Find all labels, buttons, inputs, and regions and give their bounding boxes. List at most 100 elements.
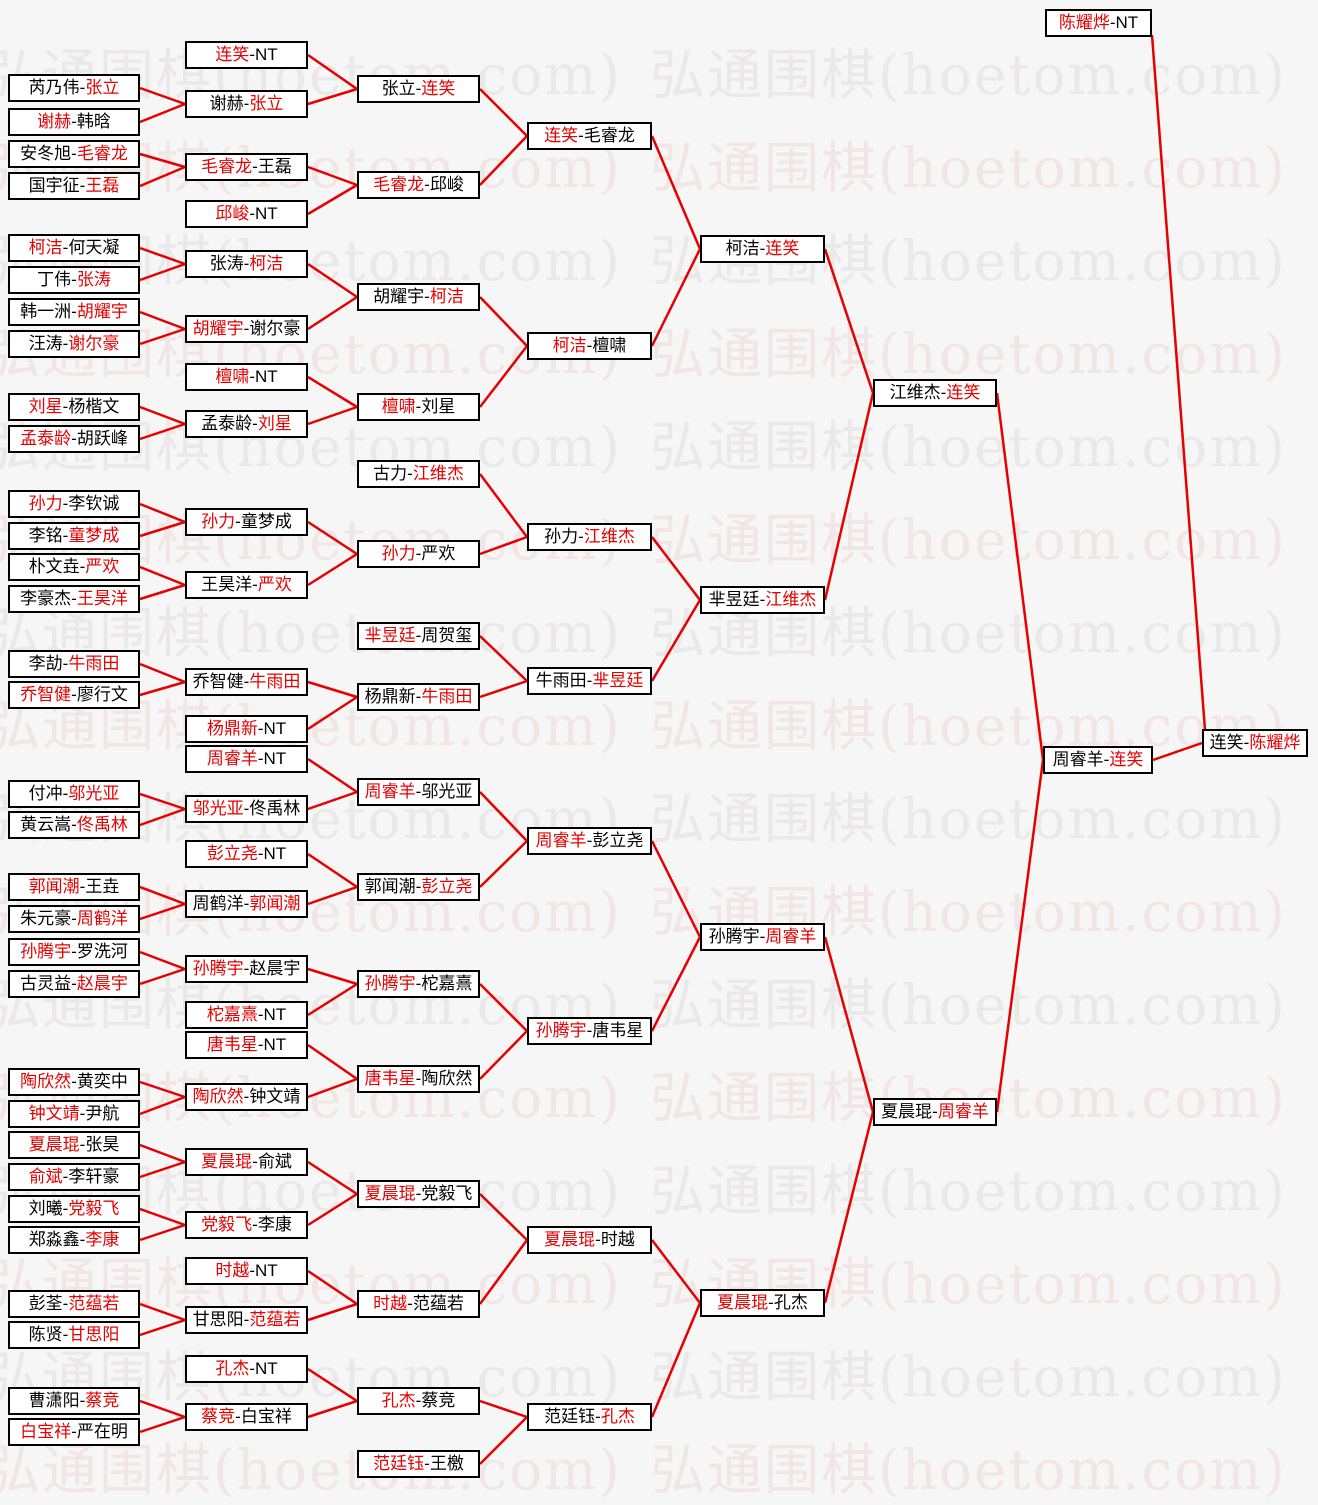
match-box-b13: 周睿羊 - NT (185, 745, 308, 773)
connector-line-b14-c9 (307, 790, 358, 811)
match-box-f2: 夏晨琨 - 周睿羊 (873, 1098, 997, 1126)
dash-separator: - (586, 831, 593, 850)
connector-line-a3-b3 (139, 152, 186, 169)
dash-separator: - (249, 367, 255, 386)
player-left-name: 国宇征 (28, 176, 80, 195)
connector-line-g1-i1 (1152, 741, 1203, 762)
match-box-i1: 连笑 - 陈耀烨 (1202, 729, 1308, 757)
player-right-name: 钟文靖 (249, 1087, 301, 1106)
player-right-name: 刘星 (257, 414, 292, 433)
player-right-name: 俞斌 (257, 1152, 292, 1171)
match-box-b6: 胡耀宇 - 谢尔豪 (185, 315, 308, 343)
player-right-name: NT (263, 719, 287, 738)
dash-separator: - (71, 270, 77, 289)
match-box-b20: 陶欣然 - 钟文靖 (185, 1083, 308, 1111)
match-box-a8: 汪涛 - 谢尔豪 (8, 330, 140, 358)
match-box-c4: 檀啸 - 刘星 (357, 393, 480, 421)
player-right-name: 柯洁 (429, 287, 464, 306)
player-left-name: 夏晨琨 (717, 1293, 769, 1312)
dash-separator: - (243, 959, 250, 978)
player-right-name: 张昊 (85, 1135, 120, 1154)
dash-separator: - (79, 1104, 86, 1123)
dash-separator: - (586, 1021, 593, 1040)
player-right-name: 孔杰 (773, 1293, 808, 1312)
dash-separator: - (415, 1391, 422, 1410)
connector-line-d7-e4 (651, 1239, 701, 1304)
dash-separator: - (415, 782, 422, 801)
match-box-a6: 丁伟 - 张涛 (8, 266, 140, 294)
match-box-a22: 古灵益 - 赵晨宇 (8, 970, 140, 998)
match-box-b17: 孙腾宇 - 赵晨宇 (185, 955, 308, 983)
connector-line-b5-c3 (307, 262, 358, 299)
connector-line-a31-b26 (139, 1399, 186, 1419)
match-box-c14: 时越 - 范蕴若 (357, 1290, 480, 1318)
connector-line-a28-b22 (139, 1223, 186, 1242)
match-box-b5: 张涛 - 柯洁 (185, 250, 308, 278)
dash-separator: - (71, 302, 77, 321)
match-box-a29: 彭荃 - 范蕴若 (8, 1290, 140, 1318)
player-left-name: 连笑 (215, 45, 250, 64)
player-left-name: 蔡竞 (201, 1407, 236, 1426)
dash-separator: - (257, 1035, 264, 1054)
match-box-g1: 周睿羊 - 连笑 (1043, 746, 1153, 774)
player-left-name: 周睿羊 (535, 831, 587, 850)
match-box-b21: 夏晨琨 - 俞斌 (185, 1148, 308, 1176)
player-left-name: 范廷钰 (544, 1407, 596, 1426)
connector-line-b4-c2 (307, 183, 358, 216)
dash-separator: - (249, 1359, 255, 1378)
player-right-name: 党毅飞 (421, 1184, 473, 1203)
connector-line-c2-d1 (479, 135, 528, 186)
player-right-name: 周贺玺 (421, 626, 473, 645)
player-left-name: 杨鼎新 (364, 687, 416, 706)
match-box-b16: 周鹤洋 - 郭闻潮 (185, 890, 308, 918)
connector-line-b12-c8 (307, 695, 358, 731)
match-box-a28: 郑淼鑫 - 李康 (8, 1226, 140, 1254)
player-right-name: 王檄 (429, 1454, 464, 1473)
match-box-b23: 时越 - NT (185, 1257, 308, 1285)
watermark-text: 弘通围棋(hoetom.com) (650, 415, 1287, 479)
player-left-name: 唐韦星 (206, 1035, 258, 1054)
player-right-name: 范蕴若 (412, 1294, 464, 1313)
dash-separator: - (62, 784, 69, 803)
dash-separator: - (62, 1325, 69, 1344)
player-left-name: 毛睿龙 (201, 157, 253, 176)
player-right-name: 邱峻 (429, 175, 464, 194)
player-left-name: 孟泰龄 (20, 429, 72, 448)
player-left-name: 朱元豪 (20, 909, 72, 928)
player-right-name: 邬光亚 (421, 782, 473, 801)
player-left-name: 范廷钰 (373, 1454, 425, 1473)
player-right-name: 江维杰 (412, 464, 464, 483)
connector-line-b17-c11 (307, 967, 358, 986)
dash-separator: - (62, 1294, 69, 1313)
connector-line-b22-c13 (307, 1192, 358, 1227)
connector-line-a13-b10 (139, 565, 186, 587)
player-right-name: 杨楷文 (68, 397, 120, 416)
connector-line-a12-b9 (139, 520, 186, 538)
dash-separator: - (595, 1407, 601, 1426)
match-box-b25: 孔杰 - NT (185, 1355, 308, 1383)
player-left-name: 彭立尧 (206, 844, 258, 863)
match-box-b4: 邱峻 - NT (185, 200, 308, 228)
player-right-name: NT (255, 367, 278, 386)
player-left-name: 汪涛 (28, 334, 63, 353)
dash-separator: - (595, 1230, 601, 1249)
dash-separator: - (415, 877, 422, 896)
player-right-name: 檀啸 (592, 336, 627, 355)
player-left-name: 芮乃伟 (28, 78, 80, 97)
dash-separator: - (586, 336, 593, 355)
match-box-a30: 陈贤 - 甘思阳 (8, 1321, 140, 1349)
connector-line-c5-d3 (478, 473, 529, 538)
player-right-name: 李钦诚 (68, 494, 120, 513)
connector-line-b6-c3 (307, 295, 358, 331)
match-box-a5: 柯洁 - 何天凝 (8, 234, 140, 262)
player-left-name: 孔杰 (381, 1391, 416, 1410)
connector-line-e3-f2 (823, 936, 875, 1113)
match-box-a10: 孟泰龄 - 胡跃峰 (8, 425, 140, 453)
connector-line-a1-b2 (139, 86, 186, 106)
match-box-a31: 曹潇阳 - 蔡竞 (8, 1387, 140, 1415)
connector-line-f2-g1 (995, 759, 1045, 1113)
match-box-b2: 谢赫 - 张立 (185, 90, 308, 118)
connector-line-d5-e3 (650, 840, 702, 938)
connector-line-b1-c1 (307, 53, 358, 91)
match-box-b10: 王昊洋 - 严欢 (185, 571, 308, 599)
